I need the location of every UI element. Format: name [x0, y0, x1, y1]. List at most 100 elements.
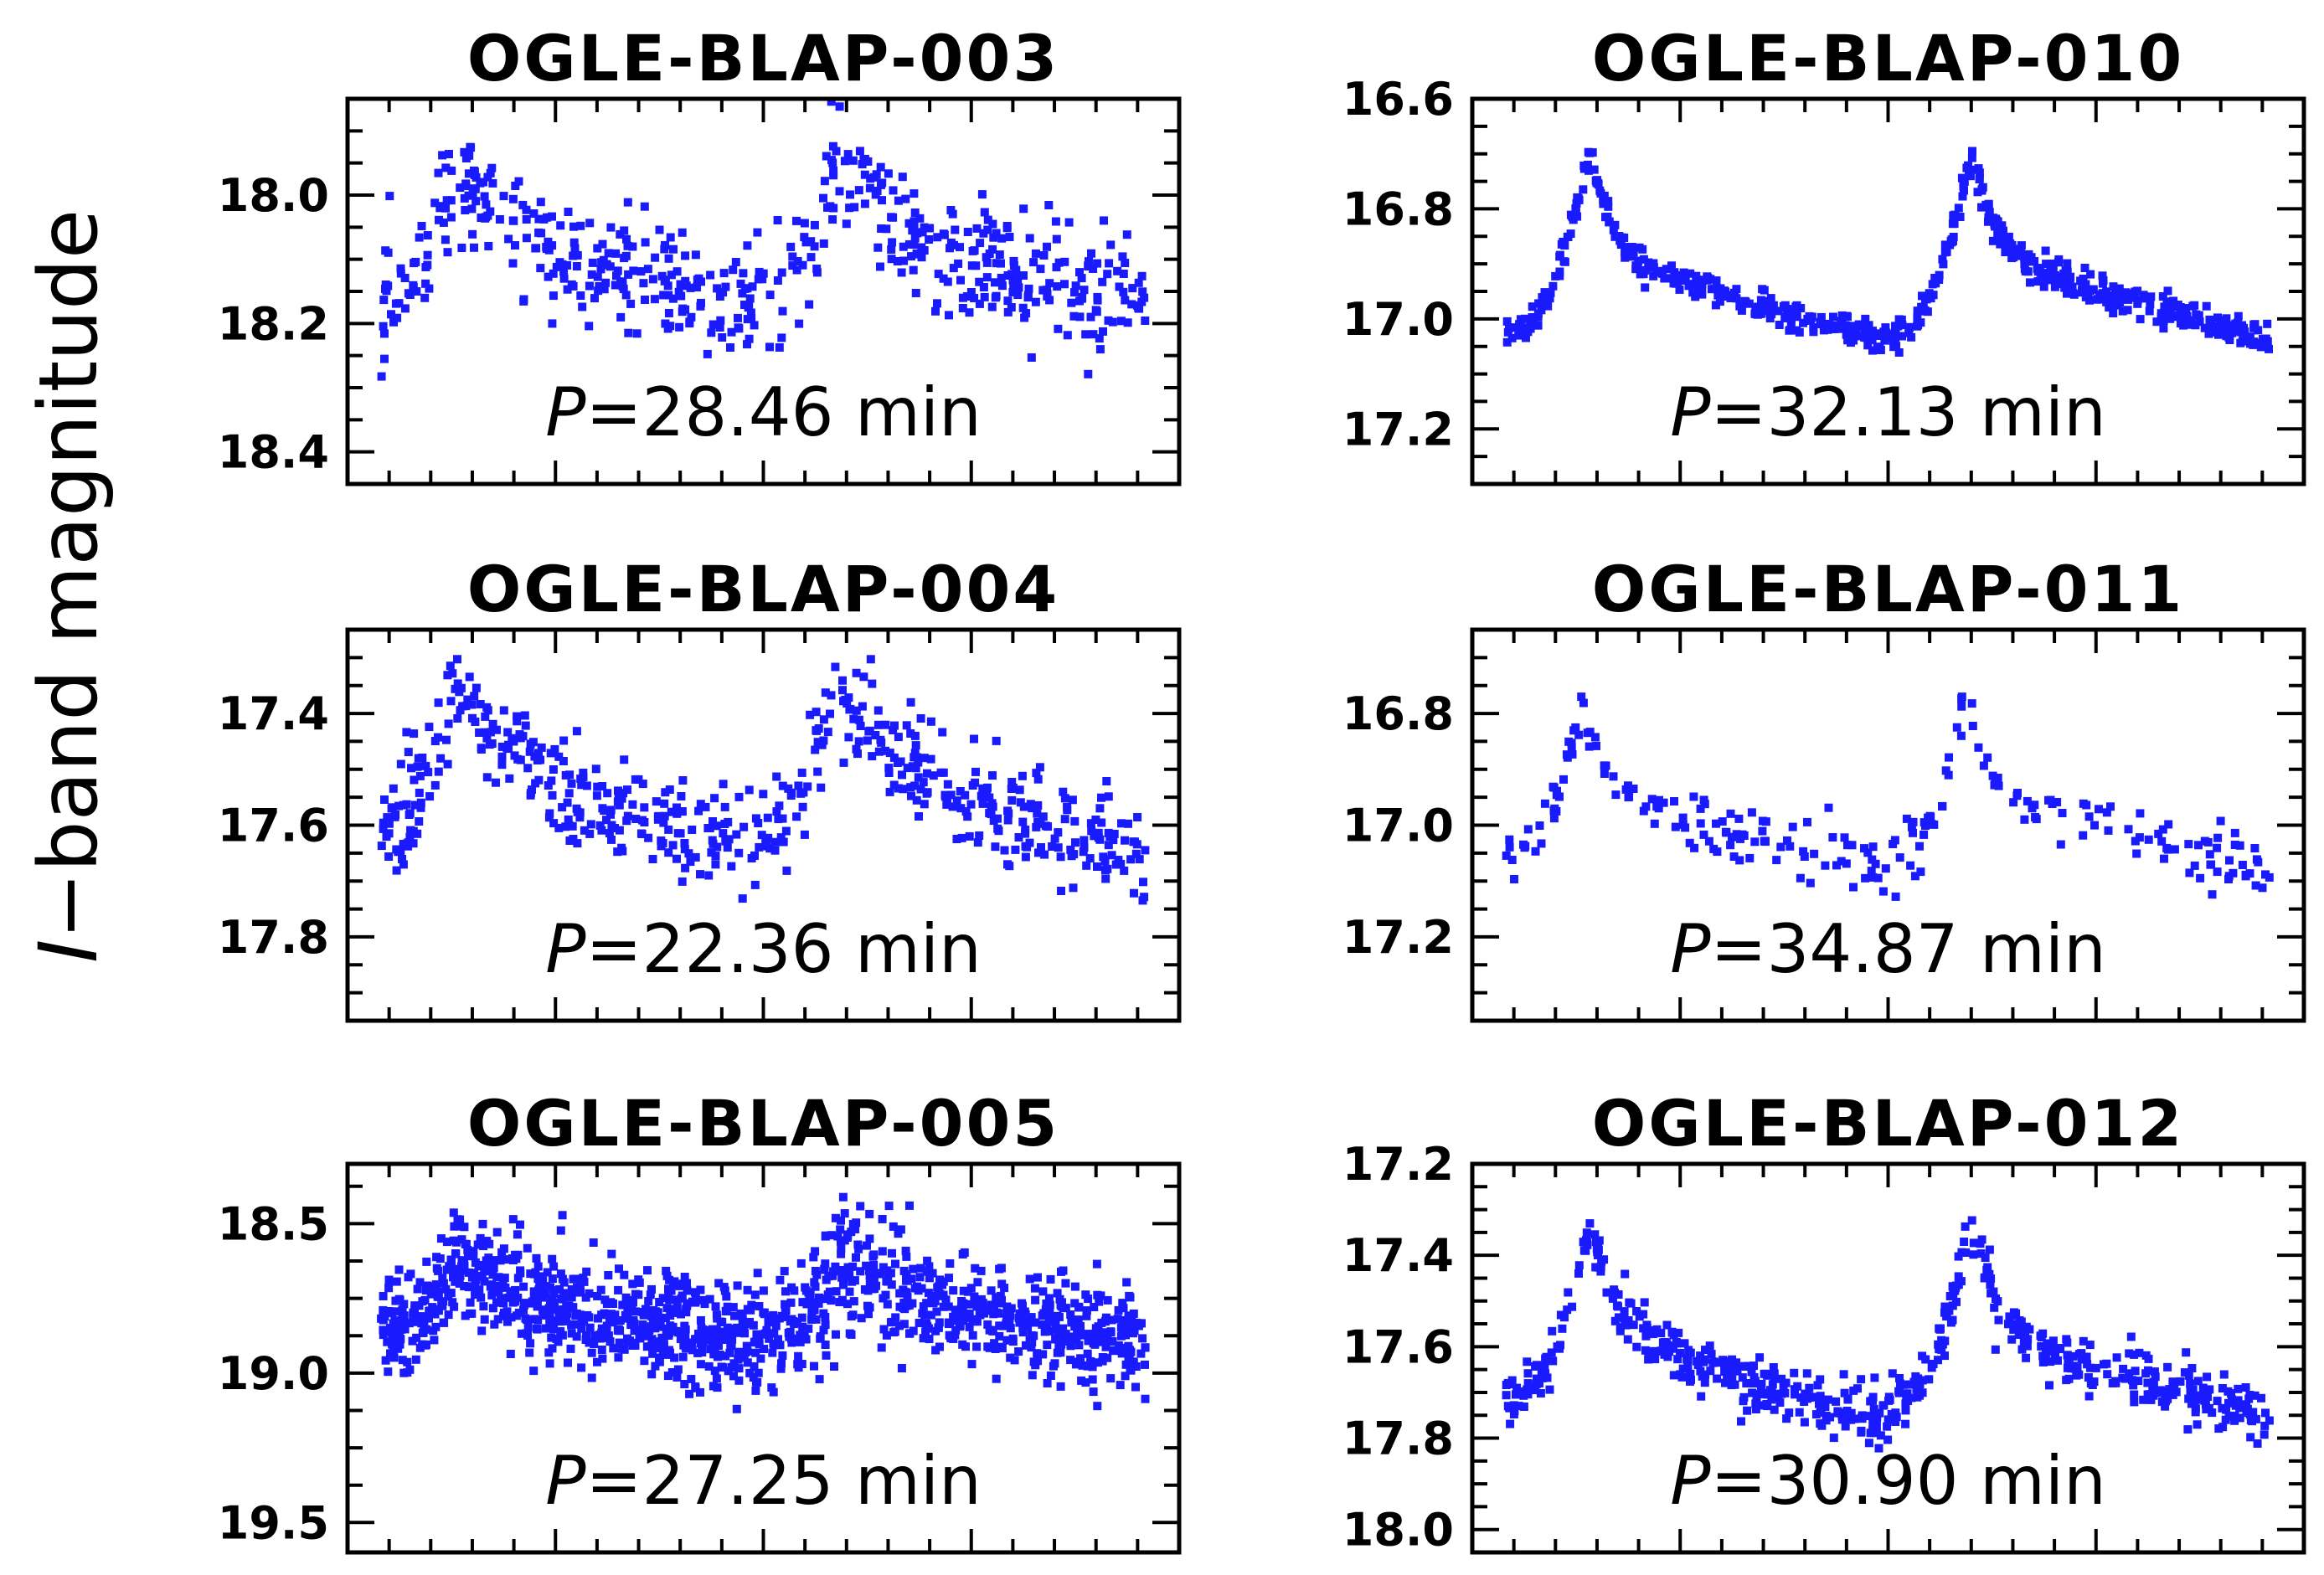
data-point	[719, 1283, 729, 1292]
data-point	[2070, 1364, 2079, 1373]
data-point	[1994, 1315, 2003, 1325]
data-point	[1641, 265, 1650, 275]
data-point	[594, 1314, 602, 1323]
data-point	[2005, 1312, 2014, 1321]
data-point	[606, 223, 616, 232]
data-point	[1755, 1390, 1764, 1399]
data-point	[1540, 288, 1549, 297]
data-point	[400, 304, 410, 313]
data-point	[2063, 278, 2072, 287]
data-point	[1516, 315, 1525, 324]
data-point	[1075, 268, 1084, 277]
data-point	[2125, 1349, 2134, 1358]
data-point	[2221, 327, 2230, 337]
data-point	[480, 1315, 489, 1324]
data-point	[2190, 861, 2199, 870]
data-point	[865, 1234, 874, 1243]
data-point	[1915, 842, 1924, 851]
data-point	[833, 1232, 843, 1241]
data-point	[796, 1258, 806, 1268]
data-point	[1098, 277, 1107, 286]
data-point	[1077, 1376, 1086, 1385]
data-point	[680, 1273, 689, 1281]
data-point	[1707, 285, 1716, 294]
data-point	[749, 1373, 758, 1382]
data-point	[1560, 257, 1569, 266]
data-point	[2004, 1320, 2012, 1329]
data-point	[492, 778, 500, 787]
data-point	[521, 1314, 530, 1323]
data-point	[1957, 692, 1966, 702]
data-point	[466, 142, 475, 152]
data-point	[967, 1360, 976, 1369]
data-point	[919, 1302, 928, 1311]
data-point	[1014, 283, 1023, 292]
data-point	[1116, 317, 1126, 326]
data-point	[2246, 1416, 2255, 1424]
data-point	[1536, 1389, 1545, 1397]
data-point	[750, 1362, 759, 1371]
data-point	[543, 1268, 552, 1277]
data-point	[2106, 802, 2115, 811]
period-label: P=34.87 min	[1670, 910, 2106, 988]
data-point	[534, 775, 544, 785]
data-point	[1056, 1300, 1065, 1310]
data-point	[569, 251, 578, 260]
data-point	[1085, 854, 1095, 863]
data-point	[1610, 1285, 1619, 1294]
data-point	[1009, 281, 1018, 291]
data-point	[847, 1330, 856, 1339]
data-point	[1849, 883, 1858, 892]
data-point	[1696, 1355, 1705, 1364]
data-point	[1940, 1336, 1950, 1346]
data-point	[1505, 1403, 1513, 1412]
data-point	[2216, 326, 2225, 334]
data-point	[827, 99, 836, 106]
data-point	[1096, 1291, 1105, 1300]
data-point	[1592, 741, 1600, 750]
data-point	[383, 813, 392, 822]
data-point	[1735, 856, 1744, 865]
data-point	[965, 831, 974, 841]
data-point	[739, 822, 749, 831]
data-point	[983, 225, 992, 234]
data-point	[716, 316, 725, 325]
data-point	[750, 321, 759, 330]
data-point	[1909, 817, 1918, 826]
data-point	[464, 1283, 473, 1292]
data-point	[1117, 1349, 1126, 1358]
data-point	[1958, 192, 1967, 201]
data-point	[1914, 1387, 1923, 1396]
data-point	[1551, 271, 1560, 281]
data-point	[983, 215, 992, 224]
data-point	[902, 1252, 911, 1261]
data-point	[614, 1353, 623, 1362]
data-point	[706, 270, 715, 280]
data-point	[1709, 844, 1719, 853]
data-point	[504, 1293, 513, 1302]
data-point	[1066, 1341, 1075, 1351]
data-point	[914, 773, 923, 782]
data-point	[1662, 265, 1671, 274]
data-point	[813, 767, 822, 776]
data-point	[771, 1321, 781, 1331]
data-point	[988, 244, 997, 254]
data-point	[842, 219, 851, 229]
data-point	[696, 1360, 705, 1369]
data-point	[1863, 848, 1873, 857]
data-point	[1870, 1373, 1879, 1382]
data-point	[2104, 296, 2113, 306]
data-point	[2145, 1390, 2154, 1399]
data-point	[2164, 1387, 2173, 1396]
data-point	[2172, 1387, 2181, 1397]
data-point	[2082, 1352, 2091, 1361]
data-point	[1629, 1320, 1638, 1330]
data-point	[2007, 254, 2017, 263]
data-point	[1742, 1379, 1751, 1387]
data-point	[538, 1276, 548, 1285]
data-point	[875, 1269, 884, 1279]
data-point	[550, 744, 559, 754]
data-point	[2171, 311, 2180, 321]
data-point	[403, 1368, 412, 1377]
data-point	[616, 277, 625, 286]
